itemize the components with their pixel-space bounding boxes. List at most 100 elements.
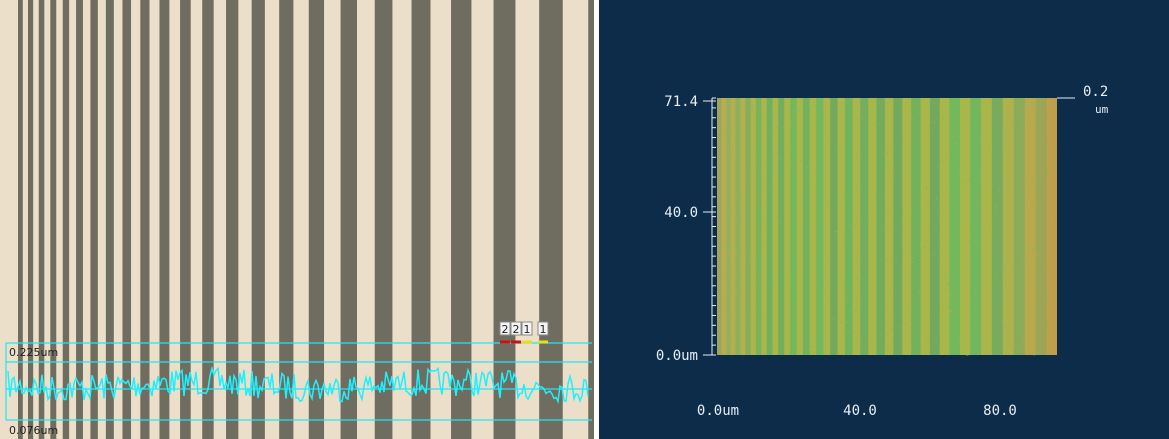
speckle: [845, 322, 847, 323]
speckle: [824, 137, 826, 138]
speckle: [779, 222, 781, 223]
speckle: [884, 161, 886, 162]
speckle: [908, 305, 910, 306]
speckle: [912, 119, 914, 120]
speckle: [959, 169, 961, 170]
speckle: [750, 158, 752, 159]
stripe: [494, 0, 516, 439]
speckle: [760, 118, 762, 119]
speckle: [900, 326, 902, 327]
speckle: [925, 188, 927, 189]
speckle: [761, 241, 763, 242]
speckle: [910, 264, 912, 265]
speckle: [1050, 315, 1052, 316]
speckle: [937, 209, 939, 210]
speckle: [873, 124, 875, 125]
speckle: [769, 354, 771, 355]
speckle: [859, 346, 861, 347]
speckle: [994, 197, 996, 198]
stripe: [50, 0, 56, 439]
speckle: [984, 225, 986, 226]
speckle: [731, 276, 733, 277]
speckle: [986, 268, 988, 269]
speckle: [981, 100, 983, 101]
speckle: [934, 121, 936, 122]
speckle: [855, 259, 857, 260]
speckle: [867, 186, 869, 187]
speckle: [950, 129, 952, 130]
speckle: [740, 190, 742, 191]
speckle: [817, 285, 819, 286]
speckle: [950, 272, 952, 273]
speckle: [1005, 280, 1007, 281]
speckle: [950, 311, 952, 312]
speckle: [887, 161, 889, 162]
speckle: [935, 227, 937, 228]
speckle: [846, 298, 848, 299]
speckle: [886, 306, 888, 307]
speckle: [854, 311, 856, 312]
speckle: [931, 131, 933, 132]
speckle: [740, 216, 742, 217]
speckle: [810, 182, 812, 183]
speckle: [740, 118, 742, 119]
speckle: [851, 207, 853, 208]
stripe: [309, 0, 324, 439]
speckle: [979, 140, 981, 141]
speckle: [756, 177, 758, 178]
speckle: [919, 211, 921, 212]
speckle: [807, 167, 809, 168]
divider: [594, 0, 599, 439]
speckle: [955, 121, 957, 122]
speckle: [920, 260, 922, 261]
speckle: [745, 314, 747, 315]
speckle: [840, 322, 842, 323]
speckle: [824, 348, 826, 349]
speckle: [903, 249, 905, 250]
speckle: [1021, 155, 1023, 156]
speckle: [820, 220, 822, 221]
speckle: [885, 112, 887, 113]
speckle: [893, 172, 895, 173]
speckle: [958, 336, 960, 337]
speckle: [779, 158, 781, 159]
stripe: [341, 0, 357, 439]
speckle: [998, 190, 1000, 191]
speckle: [765, 317, 767, 318]
speckle: [887, 345, 889, 346]
speckle: [800, 214, 802, 215]
speckle: [1001, 321, 1003, 322]
speckle: [737, 161, 739, 162]
x-label: 80.0: [983, 403, 1017, 419]
speckle: [855, 141, 857, 142]
stripe: [140, 0, 149, 439]
speckle: [1010, 266, 1012, 267]
speckle: [717, 132, 719, 133]
speckle: [986, 100, 988, 101]
speckle: [1004, 135, 1006, 136]
speckle: [979, 290, 981, 291]
speckle: [1001, 277, 1003, 278]
stripe: [539, 0, 563, 439]
speckle: [788, 150, 790, 151]
speckle: [1018, 309, 1020, 310]
speckle: [975, 177, 977, 178]
stripe: [122, 0, 131, 439]
speckle: [998, 220, 1000, 221]
speckle: [734, 221, 736, 222]
speckle: [973, 133, 975, 134]
speckle: [974, 292, 976, 293]
speckle: [884, 197, 886, 198]
speckle: [850, 312, 852, 313]
speckle: [740, 261, 742, 262]
speckle: [752, 142, 754, 143]
speckle: [816, 99, 818, 100]
speckle: [949, 110, 951, 111]
speckle: [848, 331, 850, 332]
speckle: [925, 311, 927, 312]
speckle: [918, 144, 920, 145]
speckle: [896, 230, 898, 231]
speckle: [988, 342, 990, 343]
speckle: [831, 140, 833, 141]
speckle: [993, 146, 995, 147]
